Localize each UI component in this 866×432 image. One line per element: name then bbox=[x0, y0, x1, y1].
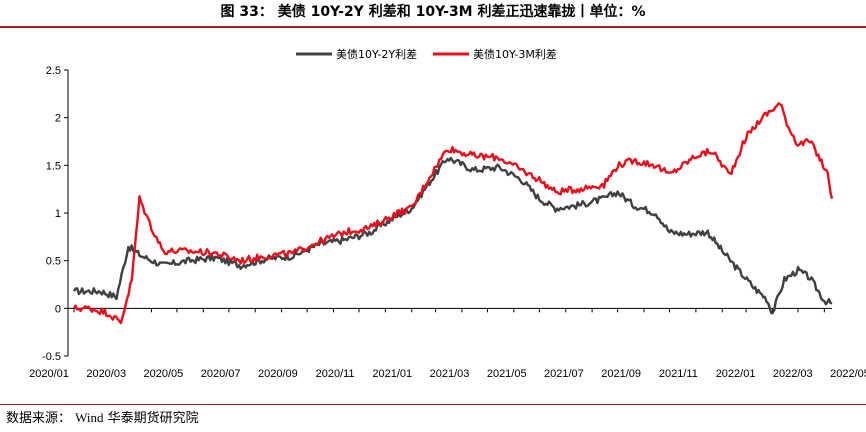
y-tick-label: 2 bbox=[55, 113, 61, 125]
x-tick-label: 2021/01 bbox=[372, 368, 412, 380]
x-tick-label: 2021/03 bbox=[430, 368, 470, 380]
x-tick-label: 2020/07 bbox=[201, 368, 241, 380]
y-tick-label: 1 bbox=[55, 208, 61, 220]
x-tick-label: 2021/05 bbox=[487, 368, 527, 380]
y-tick-label: -0.5 bbox=[42, 351, 61, 363]
x-tick-label: 2021/11 bbox=[659, 368, 698, 380]
chart-title: 图 33： 美债 10Y-2Y 利差和 10Y-3M 利差正迅速靠拢丨单位：% bbox=[220, 4, 646, 20]
x-tick-label: 2020/05 bbox=[144, 368, 184, 380]
source-prefix: 数据来源： bbox=[6, 411, 72, 426]
source-org: 华泰期货研究院 bbox=[107, 411, 199, 426]
source-note: 数据来源： Wind 华泰期货研究院 bbox=[6, 408, 199, 429]
y-tick-label: 2.5 bbox=[46, 65, 61, 77]
x-tick-label: 2021/07 bbox=[544, 368, 584, 380]
footer-divider bbox=[0, 404, 866, 405]
x-tick-label: 2022/05 bbox=[830, 368, 866, 380]
title-divider bbox=[0, 26, 866, 28]
x-tick-label: 2022/01 bbox=[716, 368, 756, 380]
legend-label: 美债10Y-2Y利差 bbox=[336, 47, 417, 61]
x-tick-label: 2020/09 bbox=[258, 368, 298, 380]
x-tick-label: 2020/01 bbox=[29, 368, 69, 380]
y-tick-label: 1.5 bbox=[46, 160, 61, 172]
x-tick-label: 2022/03 bbox=[773, 368, 813, 380]
x-tick-label: 2021/09 bbox=[601, 368, 641, 380]
source-wind: Wind bbox=[75, 410, 104, 425]
x-tick-label: 2020/11 bbox=[316, 368, 355, 380]
legend: 美债10Y-2Y利差 美债10Y-3M利差 bbox=[296, 47, 557, 61]
x-tick-label: 2020/03 bbox=[86, 368, 126, 380]
series-line-10y-3m bbox=[72, 102, 834, 325]
y-tick-label: 0.5 bbox=[46, 256, 61, 268]
legend-label: 美债10Y-3M利差 bbox=[473, 47, 557, 61]
chart-axes bbox=[67, 70, 832, 356]
series-line-10y-2y bbox=[72, 156, 833, 315]
line-chart: 2.521.510.50-0.5 2020/01 2020/03 2020/05 20… bbox=[29, 47, 866, 380]
y-axis-ticks: 2.5 2 1.5 1 0.5 0 -0.5 bbox=[42, 65, 68, 363]
y-tick-label: 0 bbox=[55, 303, 61, 315]
x-axis-ticks: 2020/01 2020/03 2020/05 2020/07 2020/09 2020/… bbox=[29, 308, 866, 380]
series-lines bbox=[72, 102, 834, 325]
